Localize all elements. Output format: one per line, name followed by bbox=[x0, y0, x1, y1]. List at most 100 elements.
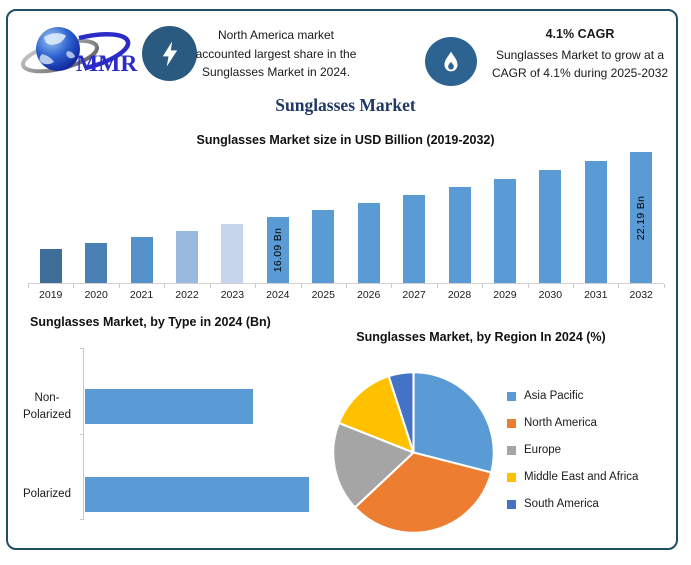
market-size-x-axis-labels: 2019 2020 2021 2022 2023 2024 2025 2026 2027 2028… bbox=[28, 289, 664, 301]
x-tick bbox=[618, 284, 663, 288]
x-tick bbox=[73, 284, 118, 288]
x-tick bbox=[209, 284, 255, 288]
x-axis-label-2028: 2028 bbox=[447, 289, 472, 301]
page-title: Sunglasses Market bbox=[275, 95, 416, 115]
x-axis-label-2027: 2027 bbox=[402, 289, 426, 301]
bar-2021 bbox=[130, 237, 153, 283]
pie-slice-north-america bbox=[353, 451, 493, 534]
x-axis-label-2032: 2032 bbox=[629, 289, 653, 301]
y-axis-tick bbox=[80, 434, 84, 435]
bar-cell-2029 bbox=[482, 143, 527, 283]
cagr-note: Sunglasses Market to grow at a CAGR of 4… bbox=[491, 48, 669, 80]
x-tick bbox=[118, 284, 164, 288]
bar-2028 bbox=[448, 187, 471, 283]
y-axis-tick bbox=[80, 348, 84, 349]
bar-2020 bbox=[85, 243, 108, 283]
x-tick bbox=[300, 284, 346, 288]
region-pie-chart bbox=[332, 371, 495, 534]
bar-cell-2021 bbox=[119, 143, 164, 283]
bar-cell-2030 bbox=[528, 143, 573, 283]
legend-swatch bbox=[507, 418, 516, 428]
legend-item-asia-pacific: Asia Pacific bbox=[507, 390, 638, 402]
bar-2032: 22.19 Bn bbox=[630, 152, 653, 283]
legend-item-europe: Europe bbox=[507, 444, 638, 456]
bar-2025 bbox=[312, 210, 335, 283]
legend-label: Asia Pacific bbox=[524, 390, 584, 402]
bar-cell-2027 bbox=[391, 143, 436, 283]
flame-badge bbox=[425, 37, 477, 86]
x-axis-label-2030: 2030 bbox=[538, 289, 563, 301]
market-size-chart-title: Sunglasses Market size in USD Billion (2… bbox=[196, 133, 495, 147]
x-tick bbox=[28, 284, 73, 288]
y-axis-tick bbox=[80, 519, 84, 520]
x-tick bbox=[527, 284, 573, 288]
category-label-polarized: Polarized bbox=[23, 488, 71, 501]
by-type-bar-chart: Non-Polarized Polarized bbox=[23, 348, 330, 520]
legend-swatch bbox=[507, 472, 516, 482]
legend-item-south-america: South America bbox=[507, 498, 638, 510]
legend-label: Europe bbox=[524, 444, 562, 456]
bar-cell-2019 bbox=[28, 143, 73, 283]
logo-text: MMR bbox=[76, 51, 138, 77]
bar-2024: 16.09 Bn bbox=[266, 217, 289, 283]
x-axis-label-2029: 2029 bbox=[493, 289, 517, 301]
pie-slice-south-america bbox=[387, 371, 415, 454]
bar-2026 bbox=[357, 203, 380, 283]
bar-2023 bbox=[221, 224, 244, 283]
bar-non-polarized bbox=[85, 389, 253, 424]
north-america-note: North America market accounted largest s… bbox=[195, 28, 357, 80]
mmr-logo: MMR bbox=[20, 20, 140, 84]
x-axis-label-2020: 2020 bbox=[84, 289, 108, 301]
by-type-chart-title: Sunglasses Market, by Type in 2024 (Bn) bbox=[30, 315, 271, 329]
x-tick bbox=[573, 284, 618, 288]
lightning-badge bbox=[142, 26, 197, 81]
x-tick bbox=[345, 284, 391, 288]
bar-cell-2020 bbox=[73, 143, 118, 283]
bar-2022 bbox=[175, 231, 198, 283]
bar-cell-2032: 22.19 Bn bbox=[618, 143, 663, 283]
bar-cell-2031 bbox=[573, 143, 618, 283]
legend-label: Middle East and Africa bbox=[524, 471, 639, 483]
market-size-bar-chart: 16.09 Bn 22.19 Bn bbox=[28, 143, 664, 284]
legend-label: North America bbox=[524, 417, 597, 429]
market-size-x-axis-ticks bbox=[28, 284, 665, 288]
pie-slice-europe bbox=[332, 421, 415, 509]
x-axis-label-2031: 2031 bbox=[584, 289, 608, 301]
bar-cell-2025 bbox=[301, 143, 346, 283]
x-axis-label-2019: 2019 bbox=[39, 289, 63, 301]
x-tick bbox=[436, 284, 482, 288]
x-tick bbox=[482, 284, 527, 288]
bar-cell-2028 bbox=[437, 143, 482, 283]
bar-2027 bbox=[403, 195, 426, 283]
x-axis-label-2021: 2021 bbox=[129, 289, 154, 301]
x-axis-label-2022: 2022 bbox=[175, 289, 199, 301]
legend-label: South America bbox=[524, 498, 599, 510]
bar-2031 bbox=[584, 161, 607, 283]
x-tick bbox=[391, 284, 436, 288]
bar-cell-2023 bbox=[210, 143, 255, 283]
pie-slice-asia-pacific bbox=[412, 371, 495, 474]
x-axis-label-2025: 2025 bbox=[311, 289, 335, 301]
x-tick bbox=[164, 284, 209, 288]
legend-item-middle-east-and-africa: Middle East and Africa bbox=[507, 471, 638, 483]
legend-swatch bbox=[507, 391, 516, 401]
bar-value-label-2032: 22.19 Bn bbox=[635, 195, 648, 240]
bar-2019 bbox=[39, 249, 62, 283]
bar-cell-2022 bbox=[164, 143, 209, 283]
by-region-chart-title: Sunglasses Market, by Region In 2024 (%) bbox=[356, 330, 606, 344]
cagr-title: 4.1% CAGR bbox=[545, 27, 615, 41]
flame-icon bbox=[444, 51, 458, 71]
cagr-block: 4.1% CAGR Sunglasses Market to grow at a… bbox=[480, 27, 680, 82]
bar-polarized bbox=[85, 477, 309, 512]
legend-swatch bbox=[507, 499, 516, 509]
globe-icon: MMR bbox=[21, 27, 138, 77]
bar-cell-2026 bbox=[346, 143, 391, 283]
x-axis-label-2024: 2024 bbox=[266, 289, 290, 301]
category-label-non-polarized: Non-Polarized bbox=[23, 391, 71, 421]
legend-item-north-america: North America bbox=[507, 417, 638, 429]
x-axis-label-2023: 2023 bbox=[220, 289, 245, 301]
legend-swatch bbox=[507, 445, 516, 455]
x-axis-label-2026: 2026 bbox=[356, 289, 381, 301]
bar-cell-2024: 16.09 Bn bbox=[255, 143, 300, 283]
